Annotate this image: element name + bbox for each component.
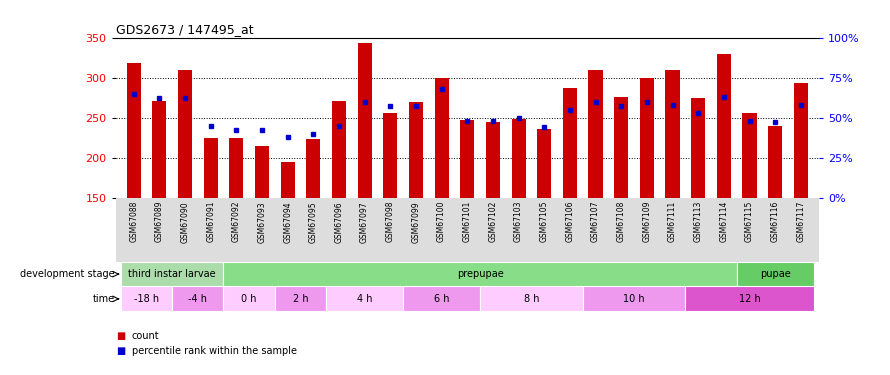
Bar xyxy=(306,139,320,198)
Text: count: count xyxy=(132,332,159,341)
Text: GSM67095: GSM67095 xyxy=(309,201,318,243)
Text: 4 h: 4 h xyxy=(357,294,372,304)
Bar xyxy=(255,146,269,198)
Text: GSM67099: GSM67099 xyxy=(411,201,420,243)
Text: GSM67114: GSM67114 xyxy=(719,201,728,242)
Bar xyxy=(126,63,141,198)
Bar xyxy=(716,54,731,198)
Bar xyxy=(486,122,500,198)
Text: ■: ■ xyxy=(116,346,125,356)
Text: GSM67100: GSM67100 xyxy=(437,201,446,242)
Bar xyxy=(121,286,172,311)
Bar xyxy=(460,120,474,198)
Text: GSM67107: GSM67107 xyxy=(591,201,600,242)
Text: GSM67091: GSM67091 xyxy=(206,201,215,242)
Bar xyxy=(685,286,813,311)
Text: GSM67090: GSM67090 xyxy=(181,201,190,243)
Bar xyxy=(275,286,326,311)
Text: GSM67098: GSM67098 xyxy=(385,201,395,242)
Text: 0 h: 0 h xyxy=(241,294,257,304)
Text: GSM67102: GSM67102 xyxy=(489,201,498,242)
Bar xyxy=(172,286,223,311)
Bar xyxy=(434,78,449,198)
Text: GSM67088: GSM67088 xyxy=(129,201,138,242)
Bar xyxy=(742,113,756,198)
Text: GSM67116: GSM67116 xyxy=(771,201,780,242)
Text: GSM67111: GSM67111 xyxy=(668,201,677,242)
Text: GSM67101: GSM67101 xyxy=(463,201,472,242)
Text: GDS2673 / 147495_at: GDS2673 / 147495_at xyxy=(116,23,254,36)
Text: 10 h: 10 h xyxy=(623,294,645,304)
Bar xyxy=(480,286,583,311)
Bar xyxy=(794,83,808,198)
Text: development stage: development stage xyxy=(20,269,115,279)
Text: 12 h: 12 h xyxy=(739,294,760,304)
Bar xyxy=(409,102,423,198)
Bar xyxy=(768,126,782,198)
Bar xyxy=(692,98,705,198)
Bar xyxy=(280,162,295,198)
Bar xyxy=(223,286,275,311)
Bar xyxy=(562,88,577,198)
Text: GSM67096: GSM67096 xyxy=(335,201,344,243)
Bar xyxy=(538,129,551,198)
Text: time: time xyxy=(93,294,115,304)
Bar xyxy=(583,286,685,311)
Bar xyxy=(614,97,628,198)
Text: -18 h: -18 h xyxy=(134,294,159,304)
Bar xyxy=(223,262,737,286)
Bar xyxy=(204,138,218,198)
Text: GSM67106: GSM67106 xyxy=(565,201,574,242)
Text: GSM67113: GSM67113 xyxy=(693,201,703,242)
Text: third instar larvae: third instar larvae xyxy=(128,269,216,279)
Bar xyxy=(358,43,372,198)
Text: GSM67105: GSM67105 xyxy=(539,201,549,242)
Text: 6 h: 6 h xyxy=(433,294,449,304)
Bar xyxy=(403,286,480,311)
Bar xyxy=(384,113,397,198)
Bar xyxy=(737,262,813,286)
Bar xyxy=(512,119,526,198)
Bar xyxy=(230,138,243,198)
Bar xyxy=(121,262,223,286)
Text: 8 h: 8 h xyxy=(523,294,539,304)
Bar xyxy=(152,101,166,198)
Bar xyxy=(666,70,680,198)
Bar xyxy=(332,101,346,198)
Text: GSM67103: GSM67103 xyxy=(514,201,523,242)
Bar xyxy=(178,70,192,198)
Bar xyxy=(326,286,403,311)
Text: GSM67092: GSM67092 xyxy=(231,201,241,242)
Text: -4 h: -4 h xyxy=(189,294,207,304)
Bar xyxy=(588,69,603,198)
Text: GSM67089: GSM67089 xyxy=(155,201,164,242)
Text: GSM67093: GSM67093 xyxy=(257,201,266,243)
Text: percentile rank within the sample: percentile rank within the sample xyxy=(132,346,296,356)
Text: prepupae: prepupae xyxy=(457,269,504,279)
Bar xyxy=(640,78,654,198)
Text: GSM67097: GSM67097 xyxy=(360,201,369,243)
Text: GSM67109: GSM67109 xyxy=(643,201,651,242)
Text: pupae: pupae xyxy=(760,269,790,279)
Text: 2 h: 2 h xyxy=(293,294,308,304)
Text: GSM67094: GSM67094 xyxy=(283,201,292,243)
Text: GSM67117: GSM67117 xyxy=(797,201,805,242)
Text: GSM67108: GSM67108 xyxy=(617,201,626,242)
Text: GSM67115: GSM67115 xyxy=(745,201,754,242)
Text: ■: ■ xyxy=(116,332,125,341)
